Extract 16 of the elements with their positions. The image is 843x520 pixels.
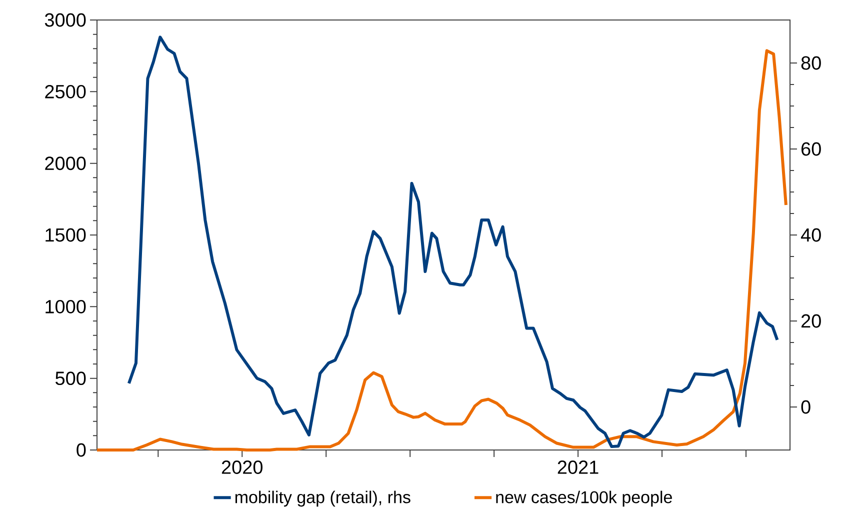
y-tick-label: 3000 [44, 13, 86, 27]
y2-tick-label: 0 [801, 400, 810, 414]
y-tick-label: 1500 [46, 228, 86, 242]
y2-tick-label: 20 [801, 314, 821, 328]
y2-tick-label: 60 [801, 142, 821, 156]
y-tick-label: 2000 [45, 156, 86, 170]
legend-label: new cases/100k people [496, 490, 672, 507]
y2-tick-label: 80 [801, 56, 821, 70]
y-tick-label: 500 [56, 372, 86, 386]
x-tick-label: 2020 [222, 460, 262, 474]
y2-tick-label: 40 [800, 228, 821, 242]
y-tick-label: 1000 [46, 300, 86, 314]
y-tick-label: 2500 [45, 84, 86, 98]
x-tick-label: 2021 [558, 460, 598, 474]
legend-label: mobility gap (retail), rhs [235, 490, 410, 507]
y-tick-label: 0 [76, 443, 86, 457]
